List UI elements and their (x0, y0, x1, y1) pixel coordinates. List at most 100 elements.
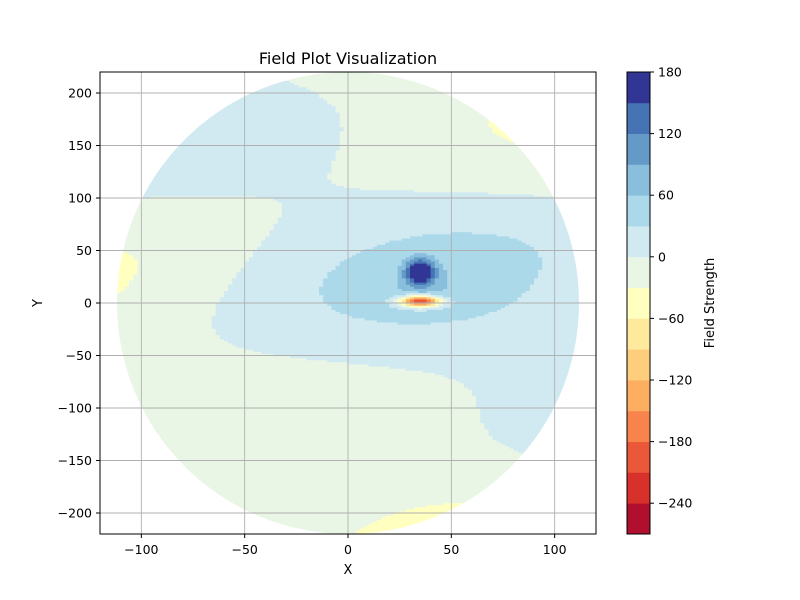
contour-cell (182, 529, 188, 533)
contour-cell (162, 353, 167, 357)
contour-cell (137, 244, 142, 247)
contour-cell (108, 152, 113, 155)
contour-cell (124, 298, 130, 302)
contour-cell (128, 355, 134, 359)
contour-cell (117, 105, 118, 109)
contour-cell (108, 442, 113, 445)
contour-cell (104, 452, 109, 455)
contour-cell (117, 487, 118, 491)
contour-cell (100, 479, 105, 482)
contour-cell (141, 380, 147, 384)
contour-cell (174, 153, 180, 157)
contour-cell (162, 229, 167, 233)
contour-cell (153, 122, 159, 126)
contour-cell (162, 521, 167, 525)
contour-cell (145, 294, 151, 298)
chart-title: Field Plot Visualization (259, 49, 437, 68)
contour-cell (104, 496, 109, 499)
contour-cell (153, 271, 159, 275)
contour-cell (149, 315, 155, 319)
contour-cell (100, 444, 105, 447)
contour-cell (157, 290, 163, 294)
contour-cell (133, 284, 138, 287)
contour-cell (117, 254, 118, 258)
contour-cell (117, 271, 118, 275)
contour-cell (153, 252, 159, 256)
contour-cell (170, 424, 175, 428)
contour-cell (128, 252, 134, 256)
contour-cell (166, 313, 171, 317)
contour-cell (124, 481, 130, 485)
contour-cell (174, 347, 180, 350)
contour-cell (178, 177, 184, 180)
contour-cell (182, 305, 188, 308)
contour-cell (124, 500, 130, 504)
contour-cell (133, 126, 138, 130)
contour-cell (133, 437, 138, 441)
contour-cell (145, 313, 151, 317)
contour-cell (141, 174, 147, 178)
contour-cell (157, 223, 163, 226)
contour-cell (117, 468, 122, 472)
contour-cell (178, 334, 184, 338)
contour-cell (104, 444, 109, 447)
contour-cell (149, 416, 155, 420)
contour-cell (170, 506, 175, 510)
contour-cell (149, 177, 155, 180)
contour-cell (141, 424, 147, 428)
contour-cell (153, 319, 159, 323)
contour-cell (100, 204, 105, 207)
contour-cell (141, 475, 147, 478)
contour-cell (133, 277, 138, 281)
contour-cell (149, 265, 155, 268)
contour-cell (157, 95, 163, 98)
contour-cell (174, 185, 180, 189)
contour-cell (100, 221, 105, 224)
contour-cell (104, 129, 109, 132)
contour-cell (162, 307, 167, 310)
contour-cell (104, 314, 109, 317)
contour-cell (174, 462, 180, 466)
contour-cell (128, 525, 134, 529)
contour-cell (141, 120, 147, 123)
contour-cell (133, 353, 138, 357)
contour-cell (141, 464, 147, 468)
contour-cell (141, 221, 147, 224)
contour-cell (186, 107, 192, 111)
contour-cell (120, 160, 126, 163)
contour-cell (166, 166, 171, 170)
contour-cell (166, 515, 171, 518)
contour-cell (157, 384, 163, 388)
contour-cell (162, 141, 167, 144)
contour-cell (120, 185, 126, 189)
contour-cell (170, 483, 175, 487)
contour-cell (141, 366, 147, 369)
contour-cell (166, 393, 171, 396)
contour-cell (170, 521, 175, 525)
contour-cell (145, 189, 151, 193)
contour-cell (186, 521, 192, 525)
contour-cell (166, 124, 171, 128)
contour-cell (104, 194, 109, 197)
contour-cell (149, 193, 155, 197)
contour-cell (190, 433, 196, 436)
contour-cell (149, 246, 155, 249)
contour-cell (145, 515, 151, 518)
contour-cell (170, 456, 175, 459)
contour-cell (104, 412, 109, 415)
contour-cell (149, 124, 155, 128)
contour-cell (190, 208, 196, 212)
contour-cell (186, 141, 192, 144)
contour-cell (128, 116, 134, 119)
contour-cell (190, 387, 196, 390)
contour-cell (186, 147, 192, 151)
contour-cell (182, 414, 188, 417)
contour-cell (120, 128, 126, 132)
contour-cell (170, 223, 175, 226)
contour-cell (133, 319, 138, 323)
contour-cell (166, 366, 171, 369)
contour-cell (120, 126, 126, 130)
contour-cell (124, 355, 130, 359)
contour-cell (157, 111, 163, 115)
contour-cell (145, 376, 151, 380)
